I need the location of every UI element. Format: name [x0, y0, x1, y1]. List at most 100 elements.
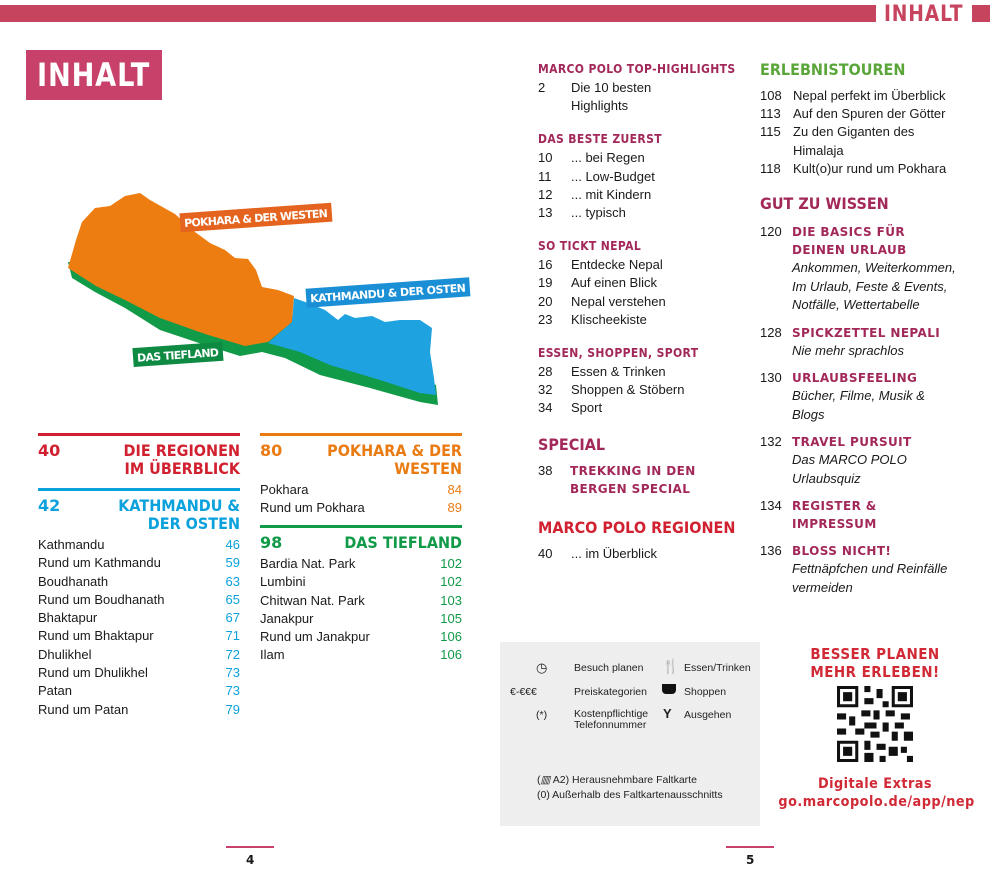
item-name: Bhaktapur: [38, 610, 98, 626]
page-number: 136: [760, 543, 782, 559]
entry-subtitle: Bücher, Filme, Musik & Blogs: [792, 388, 925, 422]
toc-entry[interactable]: 115 Zu den Giganten des Himalaja: [760, 123, 960, 159]
legend-map-note: (▥ A2) Herausnehmbare Faltkarte: [537, 774, 697, 786]
item-name: Bardia Nat. Park: [260, 556, 356, 571]
toc-entry[interactable]: 28 Essen & Trinken: [538, 363, 748, 381]
list-item[interactable]: Chitwan Nat. Park 103: [260, 592, 462, 610]
list-item[interactable]: Bardia Nat. Park 102: [260, 555, 462, 573]
cutlery-icon: 🍴: [662, 658, 680, 674]
page-number: 73: [225, 665, 240, 681]
toc-entry[interactable]: 23 Klischeekiste: [538, 311, 748, 329]
toc-entry[interactable]: 108 Nepal perfekt im Überblick: [760, 87, 960, 105]
section-heading: MARCO POLO TOP-HIGHLIGHTS: [538, 62, 736, 76]
legend-box: ◷ Besuch planen €-€€€ Preiskategorien (*…: [500, 642, 760, 826]
toc-section: MARCO POLO TOP-HIGHLIGHTS 2 Die 10 besten H…: [538, 62, 748, 115]
toc-entry[interactable]: 120 DIE BASICS FÜR DEINEN URLAUB Ankommen,…: [760, 223, 960, 315]
qr-code[interactable]: [837, 686, 913, 762]
page-number: [538, 97, 571, 115]
list-item[interactable]: Pokhara 84: [260, 481, 462, 499]
toc-entry-special[interactable]: 38 TREKKING IN DEN BERGEN SPECIAL: [538, 462, 748, 498]
toc-entry[interactable]: 11 ... Low-Budget: [538, 168, 748, 186]
list-item[interactable]: Rund um Dhulikhel 73: [38, 664, 240, 682]
entry-title: DIE BASICS FÜR DEINEN URLAUB: [792, 225, 907, 258]
page-number: 118: [760, 160, 781, 176]
page-number: 120: [760, 224, 782, 240]
list-item[interactable]: Rund um Patan 79: [38, 701, 240, 719]
toc-entry[interactable]: 136 BLOSS NICHT! Fettnäpfchen und Reinfäll…: [760, 542, 960, 597]
map-label-west-bg: [179, 202, 333, 233]
entry-text: Auf einen Blick: [571, 275, 657, 291]
toc-entry[interactable]: 13 ... typisch: [538, 204, 748, 222]
entry-title: SPICKZETTEL NEPALI: [792, 325, 941, 340]
list-item[interactable]: Rund um Janakpur 106: [260, 628, 462, 646]
entry-text: Auf den Spuren der Götter: [793, 106, 946, 122]
header-bar-right: [972, 5, 990, 22]
region-overview[interactable]: 40 DIE REGIONEN IM ÜBERBLICK: [38, 433, 240, 478]
legend-label: Essen/Trinken: [684, 662, 751, 674]
toc-entry[interactable]: 16 Entdecke Nepal: [538, 256, 748, 274]
item-name: Pokhara: [260, 482, 309, 497]
toc-entry[interactable]: 113 Auf den Spuren der Götter: [760, 105, 960, 123]
page-number: 103: [440, 592, 462, 608]
item-name: Lumbini: [260, 574, 306, 590]
toc-section: DAS BESTE ZUERST 10 ... bei Regen 11 ... Low…: [538, 132, 748, 222]
list-item[interactable]: Rund um Bhaktapur 71: [38, 627, 240, 645]
list-item[interactable]: Janakpur 105: [260, 610, 462, 628]
toc-entry[interactable]: 12 ... mit Kindern: [538, 186, 748, 204]
entry-text: ... bei Regen: [571, 150, 645, 166]
list-item[interactable]: Rund um Kathmandu 59: [38, 554, 240, 572]
list-item[interactable]: Rund um Pokhara 89: [260, 499, 462, 517]
toc-entry[interactable]: 130 URLAUBSFEELING Bücher, Filme, Musik & …: [760, 369, 960, 424]
page-number: 65: [225, 591, 240, 607]
toc-entry[interactable]: 10 ... bei Regen: [538, 149, 748, 167]
page-number: 106: [440, 647, 462, 663]
page-number: 16: [538, 257, 553, 273]
toc-entry[interactable]: 2 Die 10 besten: [538, 79, 748, 97]
toc-entry[interactable]: 128 SPICKZETTEL NEPALI Nie mehr sprachlos: [760, 324, 960, 361]
list-item[interactable]: Ilam 106: [260, 646, 462, 664]
list-item[interactable]: Kathmandu 46: [38, 536, 240, 554]
toc-entry[interactable]: 134 REGISTER & IMPRESSUM: [760, 497, 960, 533]
divider: [260, 433, 462, 436]
map-book-icon: ▥: [540, 774, 551, 786]
list-item[interactable]: Patan 73: [38, 682, 240, 700]
toc-entry[interactable]: Highlights: [538, 97, 748, 115]
page-number: 79: [225, 701, 240, 717]
list-item[interactable]: Boudhanath 63: [38, 573, 240, 591]
page-number: 42: [38, 496, 61, 515]
promo-block: BESSER PLANEN MEHR ERLEBEN! Digitale Ext…: [770, 645, 980, 811]
toc-entry[interactable]: 118 Kult(o)ur rund um Pokhara: [760, 160, 960, 178]
toc-entry[interactable]: 20 Nepal verstehen: [538, 293, 748, 311]
page-number: 40: [38, 441, 61, 460]
page-number: 11: [538, 168, 552, 184]
page-number: 20: [538, 293, 553, 309]
entry-subtitle: Nie mehr sprachlos: [792, 342, 904, 358]
paren: (: [537, 774, 541, 786]
entry-subtitle: Ankommen, Weiterkommen, Im Urlaub, Feste…: [792, 260, 956, 313]
toc-entry[interactable]: 34 Sport: [538, 399, 748, 417]
list-item[interactable]: Rund um Boudhanath 65: [38, 591, 240, 609]
header-tag: INHALT: [884, 2, 964, 27]
page-number: 13: [538, 205, 553, 221]
entry-text: Nepal perfekt im Überblick: [793, 88, 946, 103]
toc-section: ESSEN, SHOPPEN, SPORT 28 Essen & Trinken 32…: [538, 346, 748, 418]
item-name: Rund um Janakpur: [260, 629, 370, 645]
wissen-heading: GUT ZU WISSEN: [760, 194, 889, 214]
promo-line-1: BESSER PLANEN: [810, 645, 940, 663]
region-title: POKHARA & DER WESTEN: [327, 441, 462, 478]
app-link[interactable]: go.marcopolo.de/app/nep: [778, 794, 975, 810]
list-item[interactable]: Lumbini 102: [260, 573, 462, 591]
toc-entry[interactable]: 32 Shoppen & Stöbern: [538, 381, 748, 399]
toc-entry-regionen[interactable]: 40 ... im Überblick: [538, 545, 748, 563]
list-item[interactable]: Bhaktapur 67: [38, 609, 240, 627]
entry-text: ... Low-Budget: [571, 168, 655, 184]
page-number: 130: [760, 370, 782, 386]
toc-entry[interactable]: 19 Auf einen Blick: [538, 274, 748, 292]
divider: [38, 433, 240, 436]
entry-text: Kult(o)ur rund um Pokhara: [793, 160, 947, 176]
entry-text: Highlights: [571, 98, 629, 114]
map-label-lowland-bg: [132, 341, 224, 368]
toc-entry[interactable]: 132 TRAVEL PURSUIT Das MARCO POLO Urlaubsq…: [760, 433, 960, 488]
entry-text: Entdecke Nepal: [571, 257, 663, 273]
list-item[interactable]: Dhulikhel 72: [38, 646, 240, 664]
